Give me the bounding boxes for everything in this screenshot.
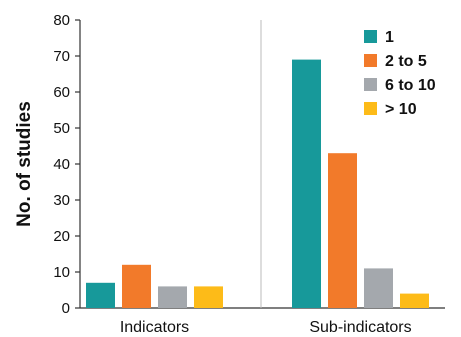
y-tick-label: 20 [53,228,70,245]
bar-sub-indicators-series-3 [364,268,393,308]
legend: 1 2 to 5 6 to 10 > 10 [364,29,436,118]
y-tick-label: 80 [53,12,70,29]
legend-label: 1 [385,29,394,46]
category-labels: Indicators Sub-indicators [120,319,412,336]
category-label: Indicators [120,319,189,336]
legend-swatch [364,30,377,43]
y-tick-label: 50 [53,120,70,137]
y-tick-label: 60 [53,84,70,101]
bars [86,59,429,308]
category-label: Sub-indicators [309,319,411,336]
bar-sub-indicators-series-2 [328,153,357,308]
bar-indicators-series-1 [86,282,115,308]
bar-indicators-series-2 [122,264,151,308]
y-tick-label: 0 [62,300,70,317]
legend-label: 2 to 5 [385,53,427,70]
legend-label: 6 to 10 [385,77,436,94]
legend-swatch [364,54,377,67]
bar-indicators-series-3 [158,286,187,308]
bar-indicators-series-4 [194,286,223,308]
y-tick-label: 70 [53,48,70,65]
y-tick-label: 10 [53,264,70,281]
y-axis-title: No. of studies [14,101,35,227]
bar-sub-indicators-series-1 [292,59,321,308]
bar-sub-indicators-series-4 [400,293,429,308]
legend-swatch [364,102,377,115]
y-tick-label: 40 [53,156,70,173]
legend-swatch [364,78,377,91]
y-axis-ticks: 0 10 20 30 40 50 60 70 80 [53,12,80,317]
y-tick-label: 30 [53,192,70,209]
legend-label: > 10 [385,101,417,118]
